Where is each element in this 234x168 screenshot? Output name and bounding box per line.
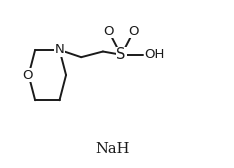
Text: OH: OH: [145, 48, 165, 61]
Text: NaH: NaH: [95, 142, 130, 156]
Text: O: O: [22, 69, 33, 82]
Text: N: N: [55, 43, 64, 56]
Text: O: O: [128, 25, 139, 38]
Text: O: O: [103, 25, 114, 38]
Text: S: S: [117, 47, 126, 62]
